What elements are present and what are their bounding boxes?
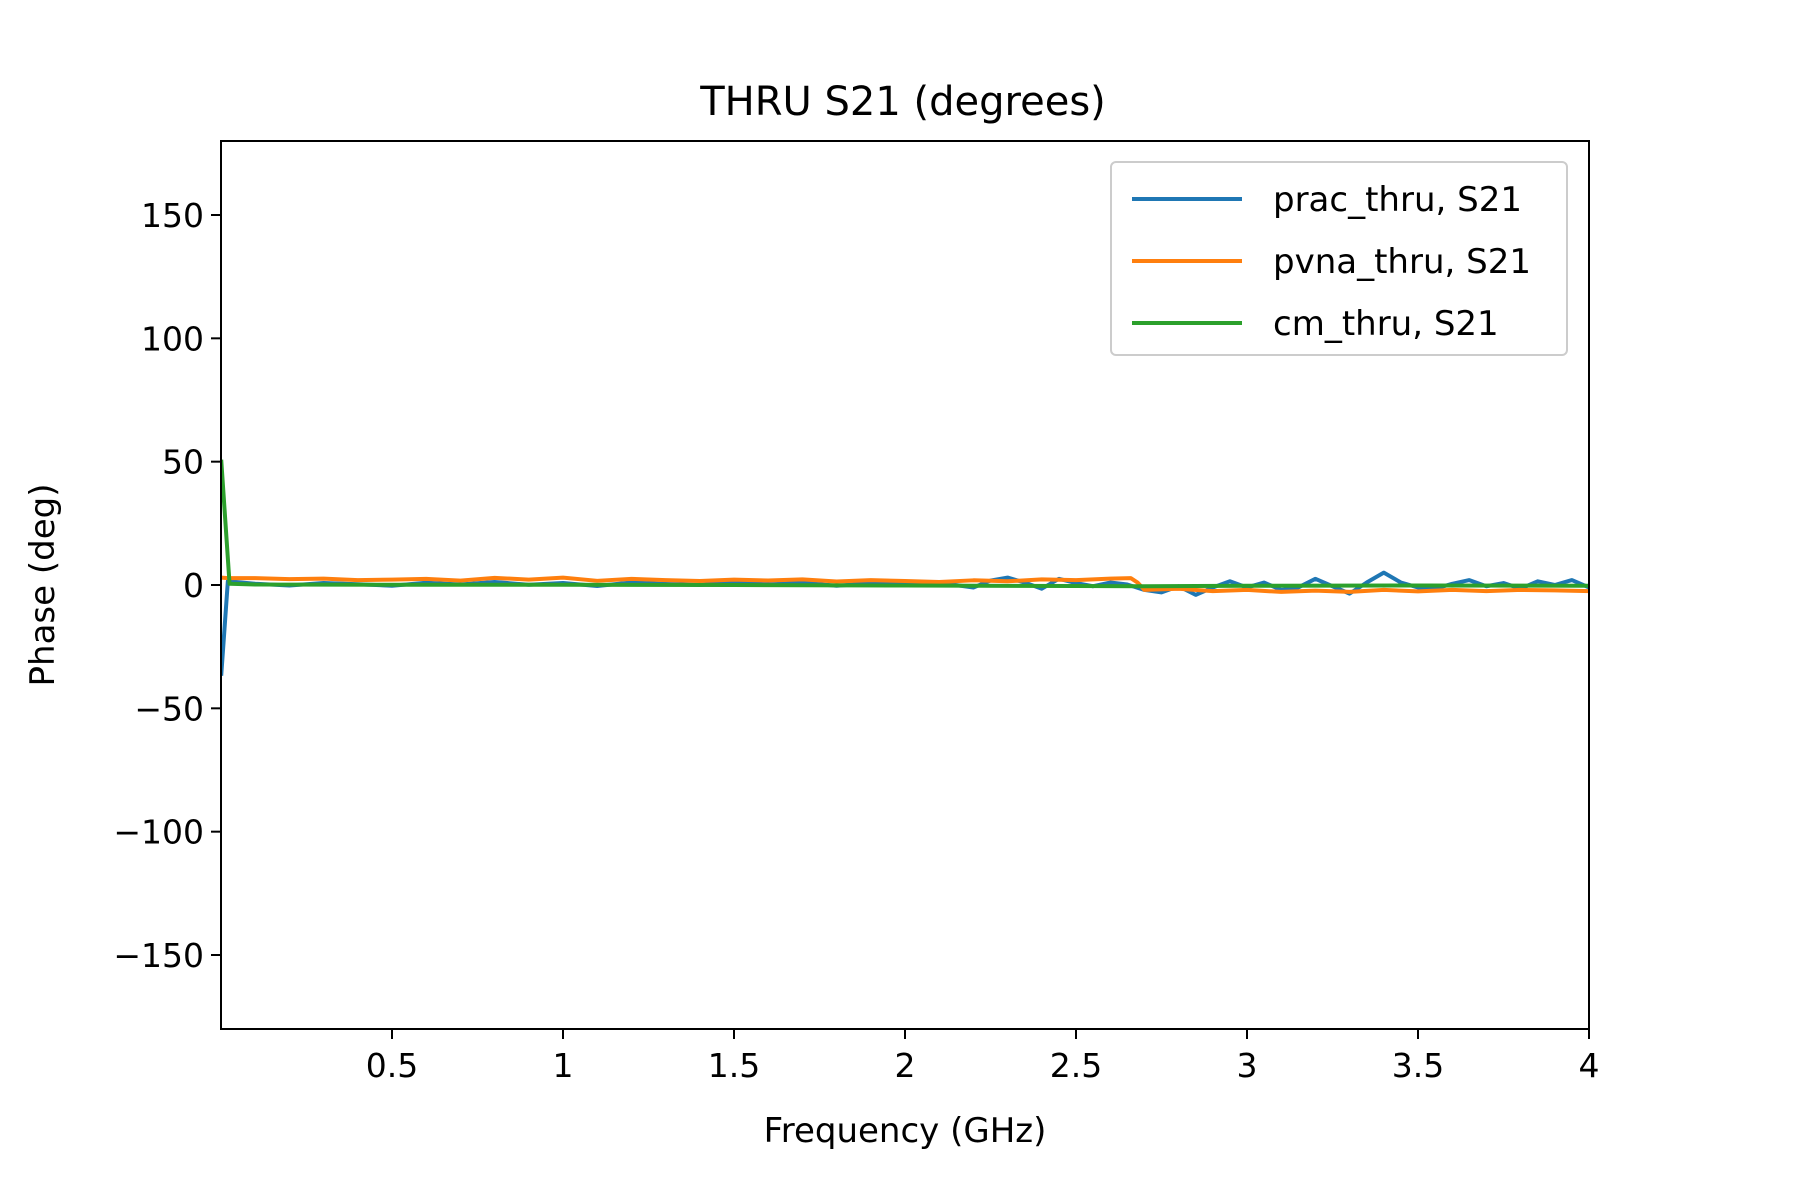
legend-label-1: prac_thru, S21 [1273,180,1522,220]
x-tick-label: 3 [1237,1046,1258,1085]
y-axis-ticks: 150 100 50 0 −50 −100 −150 [113,196,221,975]
x-tick-label: 3.5 [1392,1046,1444,1085]
x-tick-label: 1 [553,1046,574,1085]
x-tick-label: 1.5 [708,1046,760,1085]
x-tick-label: 2.5 [1050,1046,1102,1085]
legend-label-2: pvna_thru, S21 [1273,242,1531,282]
series-layer [221,459,1589,676]
y-tick-label: 50 [162,443,204,482]
y-tick-label: 150 [141,196,204,235]
series-line-3 [221,459,1589,589]
x-axis-label: Frequency (GHz) [764,1111,1047,1151]
y-tick-label: 0 [183,566,204,605]
y-tick-label: −50 [134,689,204,728]
y-tick-label: −150 [113,936,204,975]
series-line-2 [221,575,1589,594]
legend-box [1110,161,1568,356]
y-tick-label: 100 [141,319,204,358]
y-tick-label: −100 [113,813,204,852]
y-axis-label: Phase (deg) [23,484,63,687]
x-tick-label: 0.5 [366,1046,418,1085]
x-tick-label: 4 [1579,1046,1600,1085]
chart-title: THRU S21 (degrees) [699,79,1106,125]
legend: prac_thru, S21 pvna_thru, S21 cm_thru, S21 [1110,161,1568,356]
x-tick-label: 2 [895,1046,916,1085]
x-axis-ticks: 0.5 1 1.5 2 2.5 3 3.5 4 [366,1029,1600,1085]
legend-label-3: cm_thru, S21 [1273,304,1499,344]
